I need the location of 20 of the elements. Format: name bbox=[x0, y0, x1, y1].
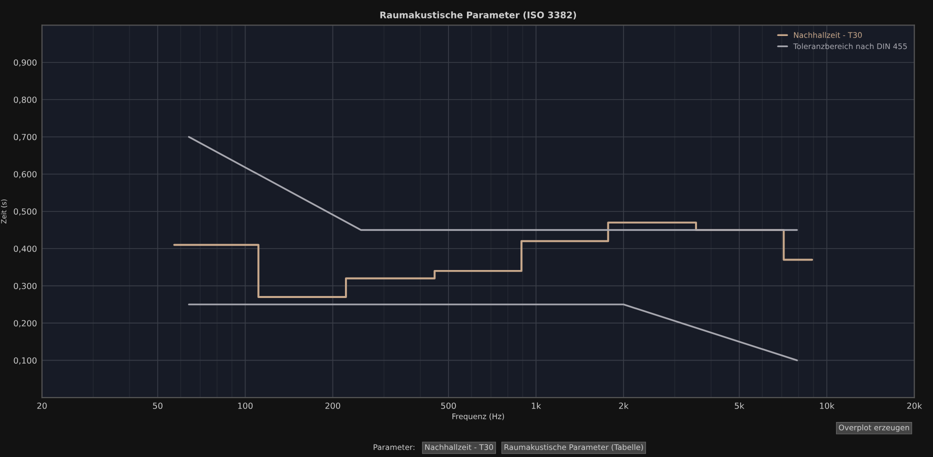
y-tick-label: 0,600 bbox=[14, 171, 37, 178]
y-tick-label: 0,100 bbox=[14, 357, 37, 364]
x-tick-label: 10k bbox=[820, 402, 834, 409]
y-tick-label: 0,700 bbox=[14, 134, 37, 142]
y-tick-label: 0,200 bbox=[14, 320, 37, 328]
chart-title: Raumakustische Parameter (ISO 3382) bbox=[380, 11, 576, 20]
x-tick-label: 50 bbox=[153, 402, 162, 409]
x-tick-label: 200 bbox=[325, 402, 340, 409]
y-tick-label: 0,400 bbox=[14, 246, 37, 253]
x-tick-label: 20 bbox=[37, 402, 47, 409]
y-tick-label: 0,500 bbox=[14, 208, 37, 216]
y-tick-label: 0,300 bbox=[14, 282, 37, 290]
x-tick-label: 2k bbox=[619, 402, 629, 409]
x-tick-label: 5k bbox=[734, 402, 744, 409]
x-tick-label: 500 bbox=[441, 402, 456, 409]
x-tick-label: 1k bbox=[532, 402, 542, 409]
y-tick-label: 0,800 bbox=[14, 96, 37, 104]
y-tick-label: 0,900 bbox=[14, 59, 37, 67]
x-tick-label: 20k bbox=[907, 402, 922, 409]
x-tick-label: 100 bbox=[238, 402, 253, 409]
